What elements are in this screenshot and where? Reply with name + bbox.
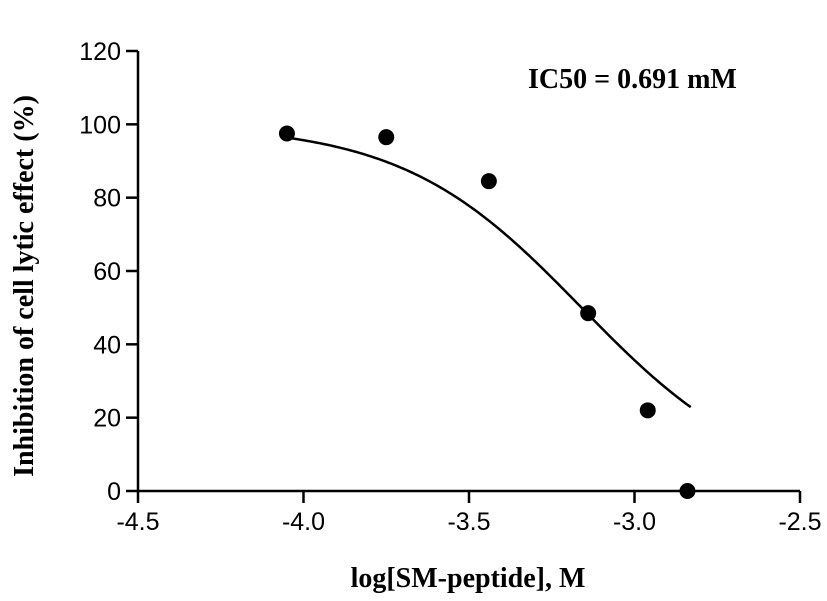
x-tick-label: -3.5 [447,508,490,536]
x-tick-label: -3.0 [613,508,656,536]
data-point [639,402,656,419]
data-point [378,129,395,146]
data-point [679,483,696,499]
y-tick-label: 60 [93,258,121,286]
y-tick-label: 120 [79,38,121,66]
x-tick-label: -4.5 [116,508,159,536]
data-points [278,125,696,499]
y-ticks: 0 20 40 60 80 100 120 [79,38,138,506]
fit-curve [286,136,692,409]
y-tick-label: 80 [93,185,121,213]
x-axis-title: log[SM-peptide], M [351,563,586,594]
y-tick-label: 0 [107,478,121,506]
data-point [278,125,295,142]
data-point [480,173,497,190]
x-tick-label: -2.5 [778,508,821,536]
ic50-annotation: IC50 = 0.691 mM [528,64,737,95]
axes [136,51,800,493]
x-tick-label: -4.0 [282,508,325,536]
y-tick-label: 20 [93,405,121,433]
data-point [580,305,597,322]
y-tick-label: 40 [93,331,121,359]
x-ticks: -4.5 -4.0 -3.5 -3.0 -2.5 [116,491,822,536]
y-axis-title: Inhibition of cell lytic effect (%) [9,95,40,477]
y-tick-label: 100 [79,111,121,139]
